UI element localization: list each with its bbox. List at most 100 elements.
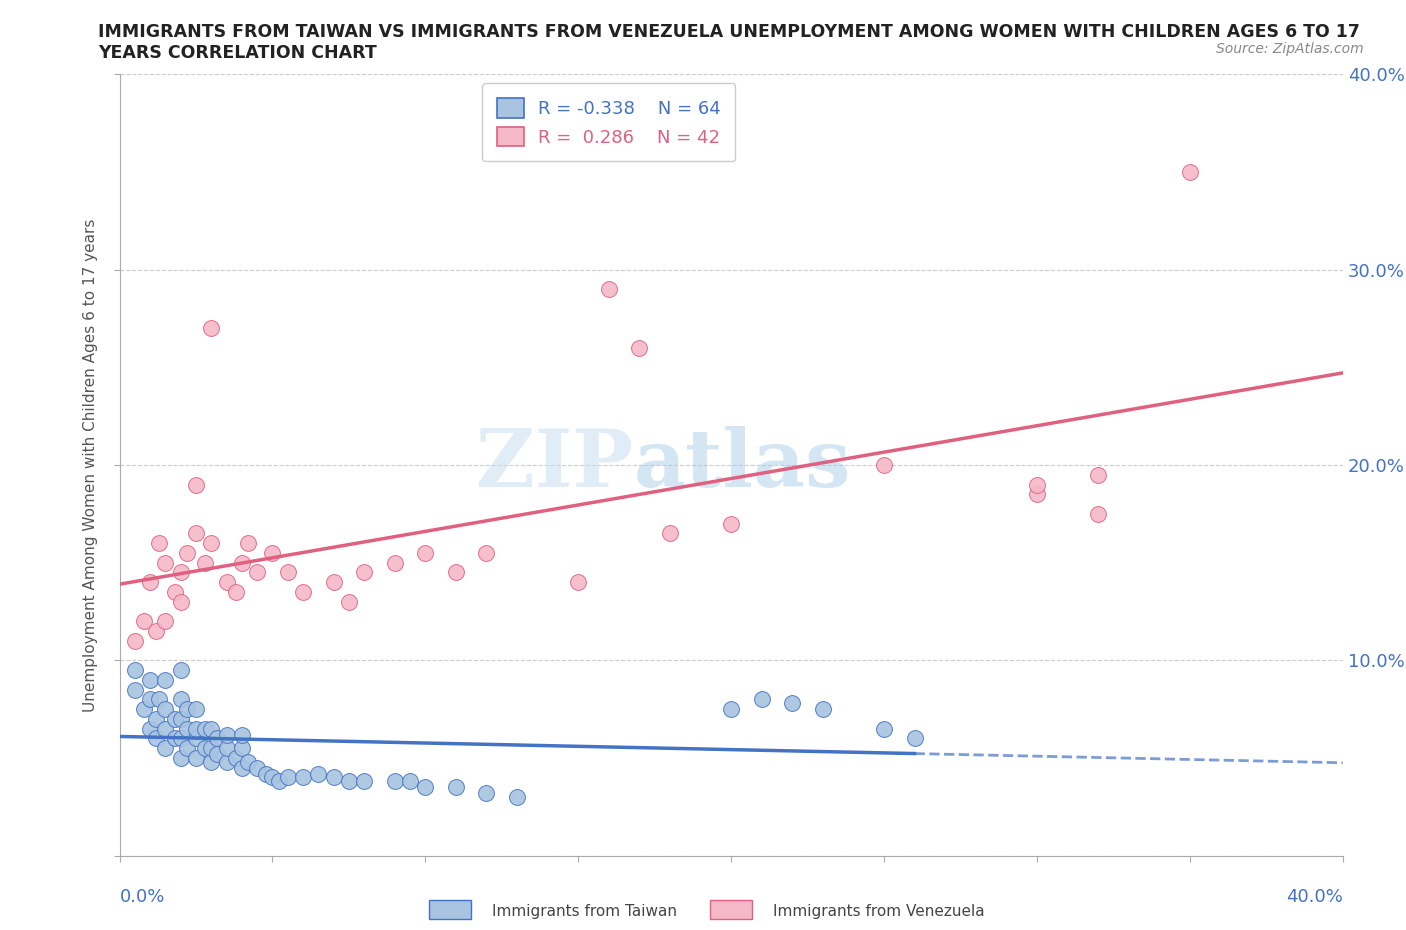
Point bbox=[873, 458, 896, 472]
Point bbox=[1026, 487, 1049, 502]
Text: 40.0%: 40.0% bbox=[1286, 888, 1343, 906]
Point bbox=[169, 594, 191, 609]
Point bbox=[292, 585, 315, 600]
Point bbox=[184, 731, 207, 746]
Point bbox=[231, 761, 253, 776]
Point bbox=[384, 555, 406, 570]
Point bbox=[155, 555, 177, 570]
Point bbox=[444, 779, 467, 794]
Point bbox=[169, 731, 191, 746]
Point bbox=[322, 770, 344, 785]
Point bbox=[139, 575, 162, 590]
Point bbox=[176, 545, 198, 560]
Text: IMMIGRANTS FROM TAIWAN VS IMMIGRANTS FROM VENEZUELA UNEMPLOYMENT AMONG WOMEN WIT: IMMIGRANTS FROM TAIWAN VS IMMIGRANTS FRO… bbox=[98, 23, 1360, 62]
Point bbox=[322, 575, 344, 590]
Point bbox=[184, 702, 207, 717]
Point bbox=[1178, 165, 1201, 179]
Text: ZIP: ZIP bbox=[477, 426, 633, 504]
Text: Immigrants from Venezuela: Immigrants from Venezuela bbox=[773, 904, 986, 919]
Text: Source: ZipAtlas.com: Source: ZipAtlas.com bbox=[1216, 42, 1364, 56]
Point bbox=[184, 526, 207, 541]
Point bbox=[720, 702, 742, 717]
Point bbox=[132, 702, 155, 717]
Point bbox=[246, 761, 269, 776]
Point bbox=[176, 722, 198, 737]
Point bbox=[148, 692, 170, 707]
Point bbox=[200, 754, 222, 769]
Point bbox=[176, 740, 198, 755]
Text: atlas: atlas bbox=[633, 426, 851, 504]
Point bbox=[413, 779, 436, 794]
Point bbox=[225, 751, 247, 765]
Point bbox=[200, 536, 222, 551]
Point bbox=[169, 692, 191, 707]
Point bbox=[277, 565, 299, 580]
Point bbox=[155, 672, 177, 687]
Point bbox=[254, 766, 277, 781]
Point bbox=[904, 731, 927, 746]
Point bbox=[236, 536, 259, 551]
Point bbox=[184, 477, 207, 492]
Point bbox=[292, 770, 315, 785]
Point bbox=[337, 774, 360, 789]
Point bbox=[267, 774, 290, 789]
Y-axis label: Unemployment Among Women with Children Ages 6 to 17 years: Unemployment Among Women with Children A… bbox=[83, 219, 98, 711]
Point bbox=[139, 672, 162, 687]
Point bbox=[163, 711, 186, 726]
Point bbox=[124, 683, 146, 698]
Point bbox=[751, 692, 773, 707]
Point bbox=[399, 774, 422, 789]
Point bbox=[598, 282, 620, 297]
Point bbox=[215, 575, 238, 590]
Point bbox=[782, 696, 804, 711]
Point bbox=[132, 614, 155, 629]
Point bbox=[225, 585, 247, 600]
Point bbox=[215, 727, 238, 742]
Point bbox=[628, 340, 651, 355]
Point bbox=[194, 740, 217, 755]
Point bbox=[163, 585, 186, 600]
Point bbox=[207, 731, 229, 746]
Point bbox=[444, 565, 467, 580]
Point bbox=[567, 575, 589, 590]
Point bbox=[246, 565, 269, 580]
Point bbox=[277, 770, 299, 785]
Point bbox=[184, 722, 207, 737]
Point bbox=[231, 727, 253, 742]
Point bbox=[307, 766, 329, 781]
Point bbox=[155, 614, 177, 629]
Point bbox=[1026, 477, 1049, 492]
Point bbox=[169, 751, 191, 765]
Point bbox=[194, 555, 217, 570]
Point bbox=[236, 754, 259, 769]
Point bbox=[337, 594, 360, 609]
Point bbox=[1087, 507, 1109, 522]
Point bbox=[231, 555, 253, 570]
Point bbox=[413, 545, 436, 560]
Point bbox=[873, 722, 896, 737]
Point bbox=[475, 786, 498, 801]
Point bbox=[145, 711, 167, 726]
Point bbox=[155, 722, 177, 737]
Point bbox=[155, 740, 177, 755]
Point bbox=[262, 545, 284, 560]
Text: 0.0%: 0.0% bbox=[120, 888, 165, 906]
Point bbox=[475, 545, 498, 560]
Point bbox=[200, 321, 222, 336]
Point bbox=[145, 731, 167, 746]
Point bbox=[262, 770, 284, 785]
Legend: R = -0.338    N = 64, R =  0.286    N = 42: R = -0.338 N = 64, R = 0.286 N = 42 bbox=[482, 84, 735, 161]
Point bbox=[194, 722, 217, 737]
Point bbox=[184, 751, 207, 765]
Point bbox=[169, 711, 191, 726]
Point bbox=[139, 722, 162, 737]
Point bbox=[169, 565, 191, 580]
Point bbox=[353, 774, 375, 789]
Point bbox=[659, 526, 682, 541]
Point bbox=[720, 516, 742, 531]
Point bbox=[200, 722, 222, 737]
Point bbox=[215, 754, 238, 769]
Point bbox=[148, 536, 170, 551]
Point bbox=[163, 731, 186, 746]
Point bbox=[124, 662, 146, 677]
